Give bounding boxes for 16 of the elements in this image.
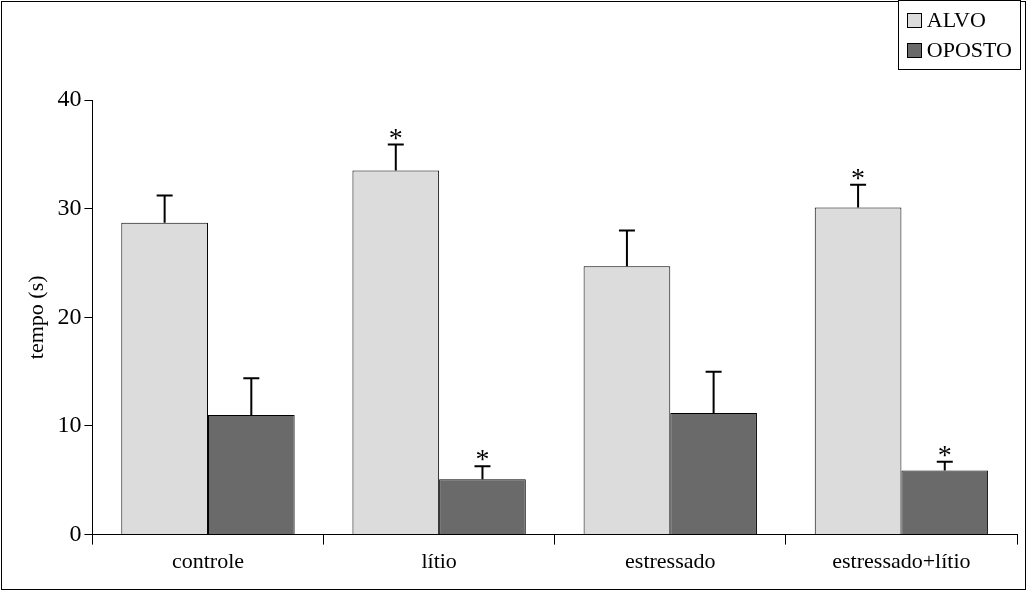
annotation: * bbox=[475, 443, 490, 475]
x-tick-label: lítio bbox=[421, 547, 457, 573]
legend-label: OPOSTO bbox=[926, 37, 1012, 63]
x-tick-label: controle bbox=[171, 547, 245, 573]
y-tick-label: 0 bbox=[69, 519, 82, 546]
y-tick-label: 30 bbox=[57, 193, 82, 220]
x-tick-label: estressado+lítio bbox=[832, 547, 971, 573]
x-tick-label: estressado bbox=[625, 547, 716, 573]
annotation: * bbox=[388, 121, 403, 153]
y-axis-title: tempo (s) bbox=[22, 275, 48, 360]
annotation: * bbox=[851, 161, 866, 193]
legend-label: ALVO bbox=[926, 7, 986, 33]
y-tick-label: 20 bbox=[57, 302, 82, 329]
annotation: * bbox=[937, 438, 952, 470]
y-tick-label: 10 bbox=[57, 411, 82, 438]
y-tick-label: 40 bbox=[57, 85, 82, 112]
